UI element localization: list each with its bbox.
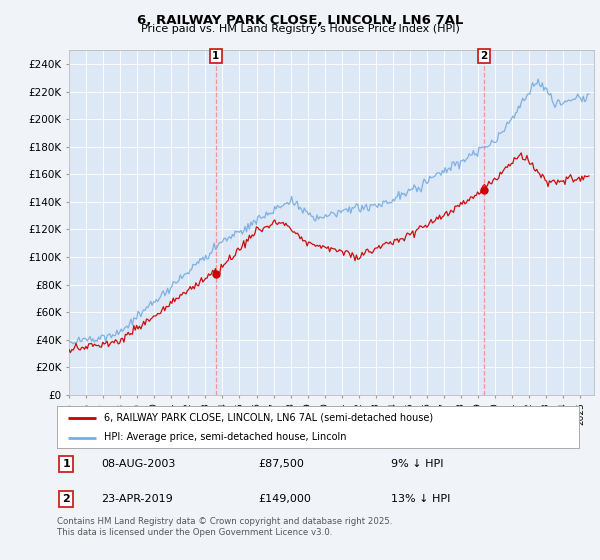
Text: £149,000: £149,000 — [258, 494, 311, 504]
Text: 23-APR-2019: 23-APR-2019 — [101, 494, 173, 504]
Text: 9% ↓ HPI: 9% ↓ HPI — [391, 459, 443, 469]
Text: HPI: Average price, semi-detached house, Lincoln: HPI: Average price, semi-detached house,… — [104, 432, 346, 442]
Text: Contains HM Land Registry data © Crown copyright and database right 2025.
This d: Contains HM Land Registry data © Crown c… — [57, 517, 392, 537]
Text: Price paid vs. HM Land Registry's House Price Index (HPI): Price paid vs. HM Land Registry's House … — [140, 24, 460, 34]
Text: 6, RAILWAY PARK CLOSE, LINCOLN, LN6 7AL: 6, RAILWAY PARK CLOSE, LINCOLN, LN6 7AL — [137, 14, 463, 27]
Text: 1: 1 — [212, 51, 219, 61]
Text: £87,500: £87,500 — [258, 459, 304, 469]
Text: 2: 2 — [480, 51, 487, 61]
Text: 08-AUG-2003: 08-AUG-2003 — [101, 459, 176, 469]
Text: 1: 1 — [62, 459, 70, 469]
Text: 2: 2 — [62, 494, 70, 504]
Text: 13% ↓ HPI: 13% ↓ HPI — [391, 494, 451, 504]
Text: 6, RAILWAY PARK CLOSE, LINCOLN, LN6 7AL (semi-detached house): 6, RAILWAY PARK CLOSE, LINCOLN, LN6 7AL … — [104, 413, 433, 423]
